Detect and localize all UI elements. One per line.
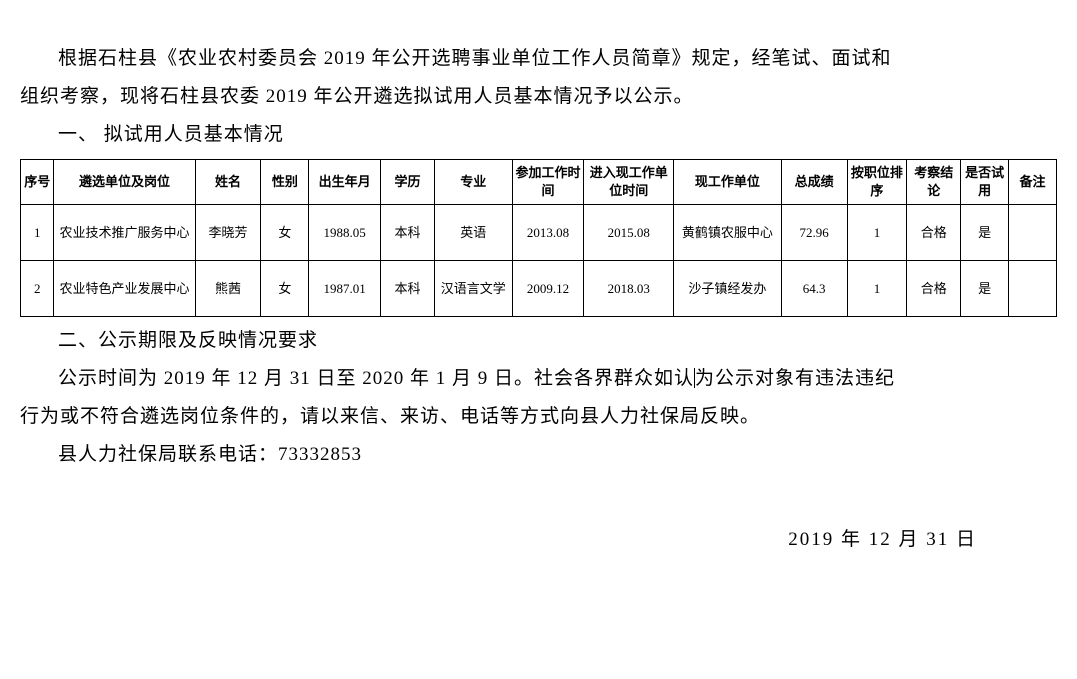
cell-rank: 1 [847,205,907,261]
cell-worktime: 2013.08 [512,205,584,261]
cell-name: 熊茜 [195,261,261,317]
cell-seq: 2 [21,261,54,317]
th-unit: 遴选单位及岗位 [54,160,195,205]
th-edu: 学历 [381,160,435,205]
section-2-line-1: 公示时间为 2019 年 12 月 31 日至 2020 年 1 月 9 日。社… [20,360,1057,398]
th-currunit: 现工作单位 [674,160,782,205]
th-gender: 性别 [261,160,309,205]
cell-unit: 农业技术推广服务中心 [54,205,195,261]
cell-currtime: 2018.03 [584,261,674,317]
th-birth: 出生年月 [309,160,381,205]
cell-gender: 女 [261,205,309,261]
th-trial: 是否试用 [961,160,1009,205]
cell-trial: 是 [961,261,1009,317]
cell-score: 64.3 [781,261,847,317]
cell-seq: 1 [21,205,54,261]
section-1-heading: 一、 拟试用人员基本情况 [20,116,1057,154]
th-note: 备注 [1009,160,1057,205]
cell-edu: 本科 [381,205,435,261]
cell-currunit: 沙子镇经发办 [674,261,782,317]
th-rank: 按职位排序 [847,160,907,205]
cell-unit: 农业特色产业发展中心 [54,261,195,317]
th-review: 考察结论 [907,160,961,205]
table-row: 2 农业特色产业发展中心 熊茜 女 1987.01 本科 汉语言文学 2009.… [21,261,1057,317]
section-2-line-2: 行为或不符合遴选岗位条件的，请以来信、来访、电话等方式向县人力社保局反映。 [20,398,1057,436]
cell-trial: 是 [961,205,1009,261]
footer-date: 2019 年 12 月 31 日 [20,524,1057,551]
cell-gender: 女 [261,261,309,317]
cell-birth: 1988.05 [309,205,381,261]
th-currtime: 进入现工作单位时间 [584,160,674,205]
cell-edu: 本科 [381,261,435,317]
table-header-row: 序号 遴选单位及岗位 姓名 性别 出生年月 学历 专业 参加工作时间 进入现工作… [21,160,1057,205]
cell-currunit: 黄鹤镇农服中心 [674,205,782,261]
cell-review: 合格 [907,205,961,261]
th-major: 专业 [434,160,512,205]
cell-birth: 1987.01 [309,261,381,317]
cell-rank: 1 [847,261,907,317]
section-2-line-1a: 公示时间为 2019 年 12 月 31 日至 2020 年 1 月 9 日。社… [58,368,694,389]
cell-note [1009,205,1057,261]
cell-currtime: 2015.08 [584,205,674,261]
th-seq: 序号 [21,160,54,205]
text-cursor-icon [694,368,695,388]
cell-major: 英语 [434,205,512,261]
section-2-line-3: 县人力社保局联系电话：73332853 [20,436,1057,474]
cell-worktime: 2009.12 [512,261,584,317]
cell-major: 汉语言文学 [434,261,512,317]
section-2-heading: 二、公示期限及反映情况要求 [20,322,1057,360]
th-name: 姓名 [195,160,261,205]
intro-line-2: 组织考察，现将石柱县农委 2019 年公开遴选拟试用人员基本情况予以公示。 [20,78,1057,116]
th-score: 总成绩 [781,160,847,205]
table-row: 1 农业技术推广服务中心 李晓芳 女 1988.05 本科 英语 2013.08… [21,205,1057,261]
intro-line-1: 根据石柱县《农业农村委员会 2019 年公开选聘事业单位工作人员简章》规定，经笔… [20,40,1057,78]
cell-review: 合格 [907,261,961,317]
personnel-table: 序号 遴选单位及岗位 姓名 性别 出生年月 学历 专业 参加工作时间 进入现工作… [20,159,1057,317]
cell-name: 李晓芳 [195,205,261,261]
section-2-line-1b: 为公示对象有违法违纪 [695,368,895,389]
cell-score: 72.96 [781,205,847,261]
cell-note [1009,261,1057,317]
th-worktime: 参加工作时间 [512,160,584,205]
